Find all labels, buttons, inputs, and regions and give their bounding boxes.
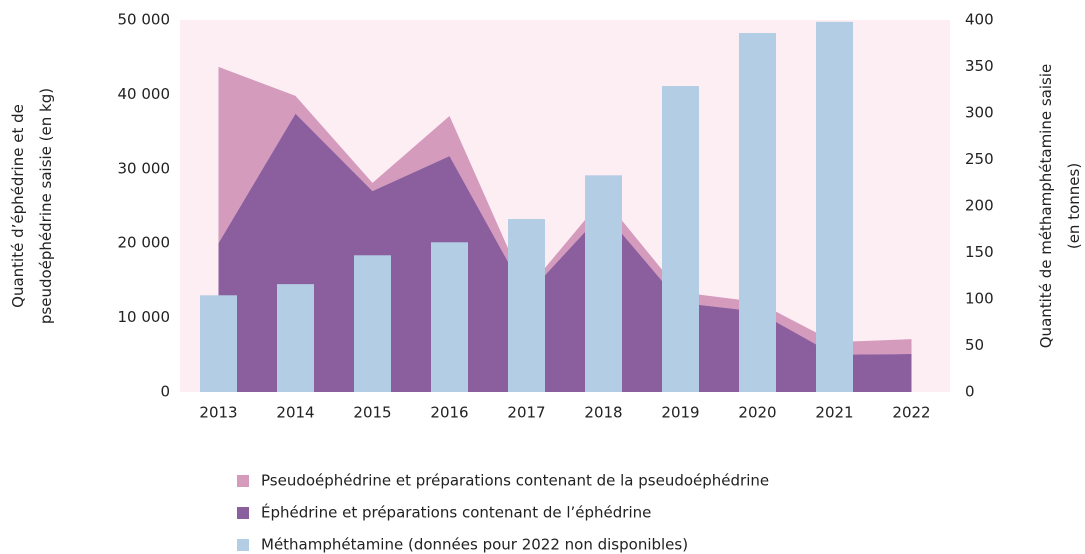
y2-axis-title-line: (en tonnes): [1065, 163, 1083, 249]
bar: [816, 21, 853, 393]
y2-tick-label: 100: [965, 290, 994, 308]
bar: [354, 255, 391, 392]
y2-axis-title-line: Quantité de méthamphétamine saisie: [1037, 64, 1055, 349]
legend-swatch: [237, 507, 249, 519]
y-axis-title: Quantité d’éphédrine et de pseudoéphédrin…: [9, 88, 55, 324]
bar: [739, 33, 776, 393]
legend-label: Éphédrine et préparations contenant de l…: [261, 503, 651, 522]
y-tick-label: 10 000: [118, 308, 171, 326]
y2-tick-label: 50: [965, 336, 984, 354]
bar: [431, 242, 468, 392]
x-tick-label: 2016: [430, 404, 468, 422]
y-axis-title-line: Quantité d’éphédrine et de: [9, 104, 27, 308]
y2-tick-label: 300: [965, 104, 994, 122]
legend-label: Méthamphétamine (données pour 2022 non d…: [261, 536, 688, 554]
x-tick-label: 2014: [276, 404, 314, 422]
area: [218, 113, 912, 392]
y2-axis-title: Quantité de méthamphétamine saisie (en to…: [1037, 64, 1083, 349]
x-tick-label: 2013: [199, 404, 237, 422]
x-tick-label: 2020: [738, 404, 776, 422]
y-tick-label: 40 000: [118, 85, 171, 103]
x-tick-label: 2017: [507, 404, 545, 422]
y-axis-title-line: pseudoéphédrine saisie (en kg): [37, 88, 55, 324]
y-tick-label: 0: [160, 383, 170, 401]
x-tick-label: 2015: [353, 404, 391, 422]
y2-tick-label: 350: [965, 57, 994, 75]
legend-swatch: [237, 539, 249, 551]
y2-tick-label: 400: [965, 11, 994, 29]
y-tick-label: 30 000: [118, 159, 171, 177]
y2-tick-label: 200: [965, 197, 994, 215]
y-tick-label: 20 000: [118, 234, 171, 252]
x-tick-label: 2018: [584, 404, 622, 422]
legend-swatch: [237, 475, 249, 487]
x-tick-label: 2021: [815, 404, 853, 422]
x-tick-label: 2019: [661, 404, 699, 422]
y2-tick-label: 0: [965, 383, 975, 401]
bar: [662, 86, 699, 392]
bar: [508, 219, 545, 392]
bar: [585, 175, 622, 392]
x-tick-label: 2022: [892, 404, 930, 422]
bar: [277, 284, 314, 392]
bar: [200, 295, 237, 392]
y2-tick-label: 250: [965, 150, 994, 168]
area: [218, 66, 912, 355]
y-tick-label: 50 000: [118, 11, 171, 29]
y2-tick-label: 150: [965, 243, 994, 261]
legend-label: Pseudoéphédrine et préparations contenan…: [261, 472, 769, 490]
